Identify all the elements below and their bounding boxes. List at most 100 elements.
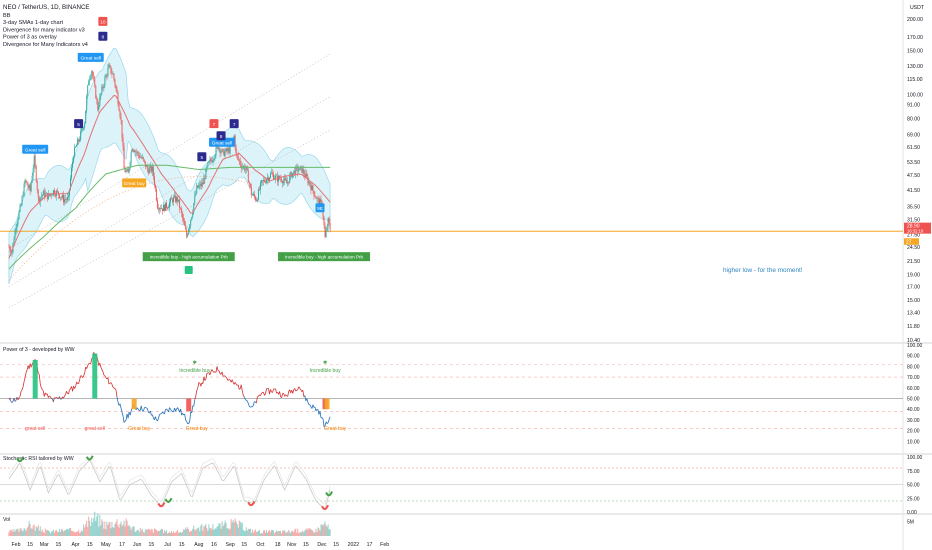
volume-bar bbox=[191, 531, 193, 536]
power3-tick-label: 60.00 bbox=[907, 386, 920, 392]
volume-bar bbox=[232, 520, 234, 536]
candle bbox=[310, 185, 312, 191]
candle bbox=[129, 162, 131, 169]
power3-line bbox=[323, 425, 326, 428]
power3-line bbox=[64, 394, 66, 397]
stoch-rsi-cross-marker bbox=[321, 504, 329, 510]
volume-bar bbox=[251, 529, 253, 536]
candle bbox=[125, 170, 127, 173]
candle bbox=[105, 75, 107, 78]
power3-line bbox=[170, 409, 172, 411]
candle bbox=[289, 175, 291, 183]
volume-bar bbox=[295, 528, 297, 536]
candle bbox=[143, 159, 145, 162]
candle bbox=[56, 190, 58, 192]
candle bbox=[199, 183, 201, 186]
candle bbox=[309, 182, 311, 186]
time-axis-label: 15 bbox=[27, 542, 33, 548]
volume-bar bbox=[208, 524, 210, 536]
candle bbox=[48, 194, 50, 196]
candle bbox=[218, 148, 220, 150]
candle bbox=[252, 193, 254, 195]
candle bbox=[77, 139, 79, 146]
volume-bar bbox=[96, 516, 98, 536]
power3-line bbox=[75, 381, 77, 387]
volume-bar bbox=[175, 532, 177, 536]
candle bbox=[136, 152, 138, 153]
signal-marker-label: 10 bbox=[100, 20, 106, 26]
candle bbox=[36, 181, 38, 191]
volume-bar bbox=[166, 530, 167, 536]
candle bbox=[256, 199, 258, 202]
volume-bar bbox=[86, 520, 88, 536]
candle bbox=[276, 175, 278, 177]
volume-bar bbox=[162, 529, 163, 536]
price-tick-label: 115.00 bbox=[907, 77, 923, 83]
volume-bar bbox=[276, 530, 278, 536]
stoch-rsi-signal-line bbox=[8, 457, 331, 505]
power3-line bbox=[37, 372, 40, 375]
candle bbox=[126, 169, 128, 171]
candle bbox=[122, 137, 124, 148]
candle bbox=[115, 85, 117, 89]
signal-marker bbox=[122, 178, 147, 188]
chart-title: NEO / TetherUS, 1D, BINANCE bbox=[3, 4, 90, 11]
power3-line bbox=[99, 362, 102, 368]
price-tick-label: 100.00 bbox=[907, 92, 923, 98]
signal-marker bbox=[77, 52, 104, 62]
candle bbox=[215, 147, 217, 156]
volume-bar bbox=[228, 529, 230, 536]
power3-line bbox=[122, 415, 125, 423]
power3-line bbox=[218, 370, 221, 374]
volume-bar bbox=[40, 531, 42, 536]
volume-bar bbox=[103, 528, 105, 536]
volume-bar bbox=[158, 531, 160, 536]
power3-line bbox=[224, 375, 227, 378]
power3-line bbox=[17, 397, 20, 401]
candle bbox=[250, 186, 252, 196]
candle bbox=[306, 173, 308, 177]
power3-signal-bar bbox=[131, 398, 137, 410]
volume-bar bbox=[97, 513, 99, 536]
candle bbox=[75, 146, 77, 148]
power3-line bbox=[90, 358, 93, 364]
candle bbox=[320, 199, 322, 202]
power3-line bbox=[234, 382, 237, 385]
candle bbox=[266, 179, 267, 183]
candle bbox=[113, 73, 115, 80]
power3-line bbox=[30, 364, 33, 368]
candle bbox=[210, 159, 212, 161]
power3-line bbox=[88, 362, 90, 364]
candle bbox=[204, 177, 206, 179]
time-axis-label: 2022 bbox=[348, 542, 360, 548]
power3-tick-label: 10.00 bbox=[907, 439, 920, 445]
volume-bar bbox=[279, 531, 281, 536]
volume-bar bbox=[18, 531, 20, 536]
volume-bar bbox=[145, 529, 147, 536]
candle bbox=[254, 196, 256, 201]
volume-bar bbox=[168, 532, 169, 536]
candle bbox=[267, 177, 268, 180]
volume-bar bbox=[134, 531, 136, 536]
power3-line bbox=[221, 371, 224, 377]
volume-bar bbox=[204, 525, 206, 536]
price-tick-label: 80.00 bbox=[907, 117, 920, 123]
candle bbox=[79, 139, 81, 142]
last-price-tag bbox=[904, 222, 931, 234]
volume-bar bbox=[143, 532, 145, 536]
volume-bar bbox=[159, 530, 161, 536]
candle bbox=[162, 208, 163, 212]
power3-line bbox=[315, 409, 318, 412]
signal-marker bbox=[98, 16, 108, 26]
candle bbox=[312, 185, 314, 191]
volume-bar bbox=[236, 524, 238, 536]
candle bbox=[25, 180, 27, 182]
power3-line bbox=[246, 400, 248, 402]
power3-line bbox=[66, 391, 68, 394]
candle bbox=[184, 220, 186, 226]
volume-bar bbox=[187, 527, 189, 536]
power3-line bbox=[240, 384, 243, 391]
power3-line bbox=[249, 406, 251, 408]
power3-line bbox=[328, 416, 331, 420]
volume-bar bbox=[9, 529, 11, 536]
